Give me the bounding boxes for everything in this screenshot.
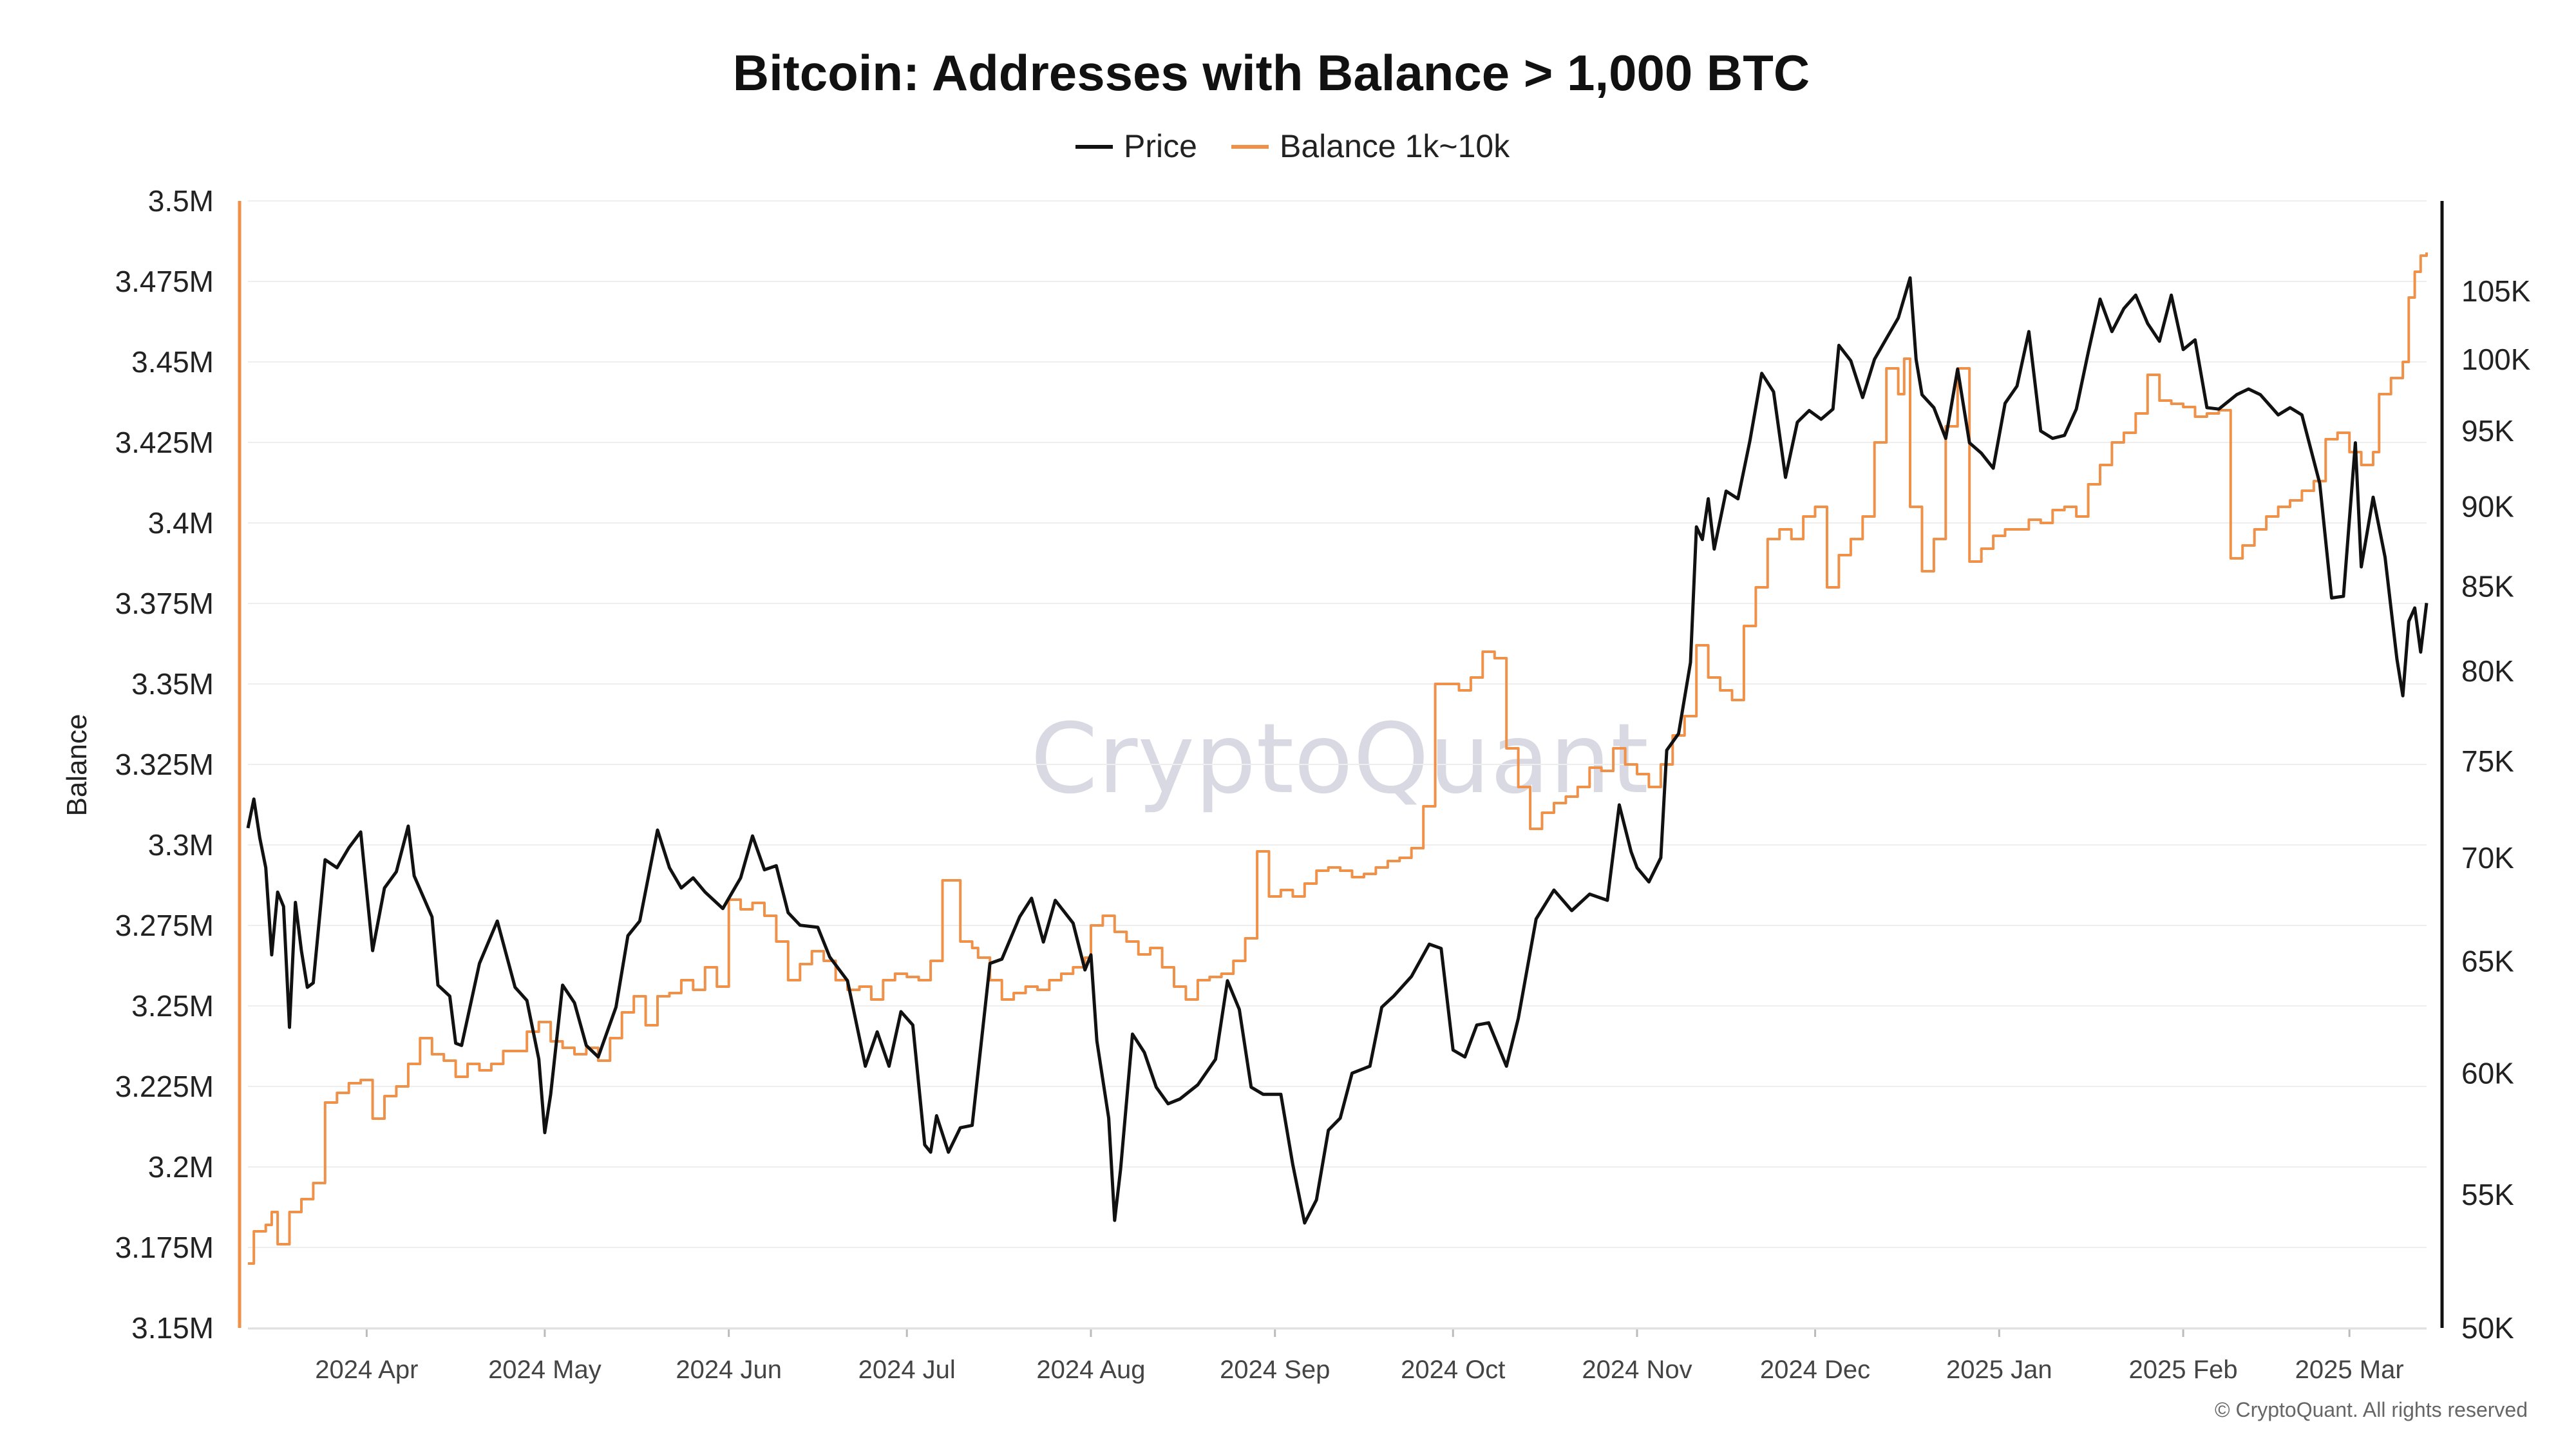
x-tick-label: 2025 Jan (1946, 1356, 2052, 1384)
left-tick-label: 3.4M (148, 506, 214, 540)
right-axis-ticks: 50K 55K 60K 65K 70K 75K 80K 85K 90K 95K 100K 105K (2461, 274, 2531, 1345)
left-tick-label: 3.2M (148, 1150, 214, 1184)
left-tick-label: 3.275M (115, 909, 214, 942)
left-axis-title: Balance (61, 714, 93, 816)
left-tick-label: 3.175M (115, 1231, 214, 1264)
left-tick-label: 3.25M (131, 989, 214, 1023)
x-tick-label: 2024 Jun (676, 1356, 782, 1384)
left-tick-label: 3.225M (115, 1070, 214, 1103)
x-axis-ticks: 2024 Apr 2024 May 2024 Jun 2024 Jul 2024 Aug… (315, 1328, 2404, 1384)
left-tick-label: 3.5M (148, 184, 214, 218)
right-tick-label: 90K (2461, 490, 2514, 524)
left-tick-label: 3.3M (148, 828, 214, 862)
right-tick-label: 105K (2461, 274, 2531, 308)
x-tick-label: 2024 May (488, 1356, 601, 1384)
right-tick-label: 95K (2461, 414, 2514, 448)
grid (248, 200, 2427, 1329)
series-price-line (246, 276, 2429, 1225)
x-tick-label: 2024 Aug (1036, 1356, 1145, 1384)
left-tick-label: 3.35M (131, 667, 214, 701)
series-balance-line (248, 252, 2428, 1265)
x-tick-label: 2025 Feb (2129, 1356, 2238, 1384)
left-tick-label: 3.425M (115, 426, 214, 459)
right-tick-label: 70K (2461, 841, 2514, 875)
x-tick-label: 2024 Nov (1582, 1356, 1692, 1384)
legend: Price Balance 1k~10k (1075, 128, 1510, 164)
chart-title: Bitcoin: Addresses with Balance > 1,000 … (733, 44, 1810, 101)
x-tick-label: 2024 Dec (1760, 1356, 1870, 1384)
left-tick-label: 3.325M (115, 748, 214, 781)
x-tick-label: 2024 Sep (1220, 1356, 1330, 1384)
right-tick-label: 85K (2461, 570, 2514, 603)
copyright: © CryptoQuant. All rights reserved (2215, 1398, 2528, 1421)
left-tick-label: 3.475M (115, 265, 214, 298)
legend-price-label: Price (1124, 128, 1197, 164)
x-tick-label: 2024 Apr (315, 1356, 418, 1384)
watermark: CryptoQuant (1030, 703, 1649, 815)
right-tick-label: 50K (2461, 1311, 2514, 1345)
right-tick-label: 55K (2461, 1178, 2514, 1211)
right-tick-label: 100K (2461, 343, 2531, 376)
left-tick-label: 3.45M (131, 345, 214, 379)
right-tick-label: 60K (2461, 1056, 2514, 1090)
right-tick-label: 75K (2461, 744, 2514, 778)
x-tick-label: 2024 Oct (1401, 1356, 1505, 1384)
right-tick-label: 80K (2461, 654, 2514, 688)
left-tick-label: 3.15M (131, 1311, 214, 1345)
left-axis-ticks: 3.15M 3.175M 3.2M 3.225M 3.25M 3.275M 3.3M 3.32… (115, 184, 214, 1345)
legend-balance-label: Balance 1k~10k (1280, 128, 1510, 164)
x-tick-label: 2024 Jul (858, 1356, 956, 1384)
left-tick-label: 3.375M (115, 587, 214, 620)
right-tick-label: 65K (2461, 945, 2514, 978)
x-tick-label: 2025 Mar (2295, 1356, 2404, 1384)
